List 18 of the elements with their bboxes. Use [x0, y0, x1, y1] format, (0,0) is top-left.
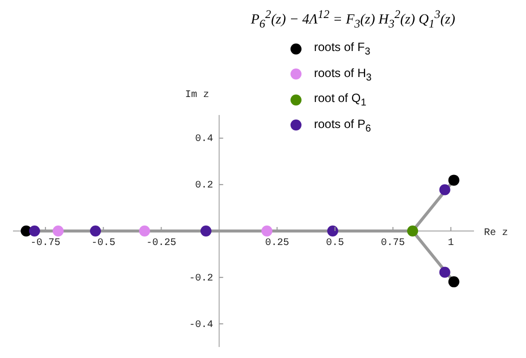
y-axis-title: Im z [185, 90, 210, 101]
legend-label: roots of H$_{3}$ [314, 66, 372, 83]
x-tick-label: -0.25 [146, 238, 176, 249]
legend-label: root of Q$_{1}$ [314, 91, 366, 108]
x-tick-label: 0.75 [380, 238, 405, 249]
x-tick-label: 0.5 [326, 238, 344, 249]
x-axis-title: Re z [484, 228, 508, 239]
x-tick-label: 1 [448, 238, 454, 249]
y-tick-label: 0.4 [195, 134, 214, 146]
y-tick-label: 0.2 [195, 180, 214, 192]
y-tick-label: -0.2 [189, 273, 214, 284]
x-tick-label: 0.25 [265, 238, 290, 249]
legend-label: roots of F$_{3}$ [314, 40, 370, 58]
y-tick-label: -0.4 [189, 320, 214, 331]
x-tick-label: -0.75 [30, 238, 60, 249]
chart-title: P$_{6}$$^{2}$(z) − 4Λ$^{12}$ = F$_{3}$(z) H$_{3}$$^{2}$(z) Q$_{1}$$^{3}$(z) [250, 8, 456, 30]
legend-label: roots of P$_{6}$ [314, 116, 371, 134]
x-tick-label: -0.5 [91, 238, 116, 249]
